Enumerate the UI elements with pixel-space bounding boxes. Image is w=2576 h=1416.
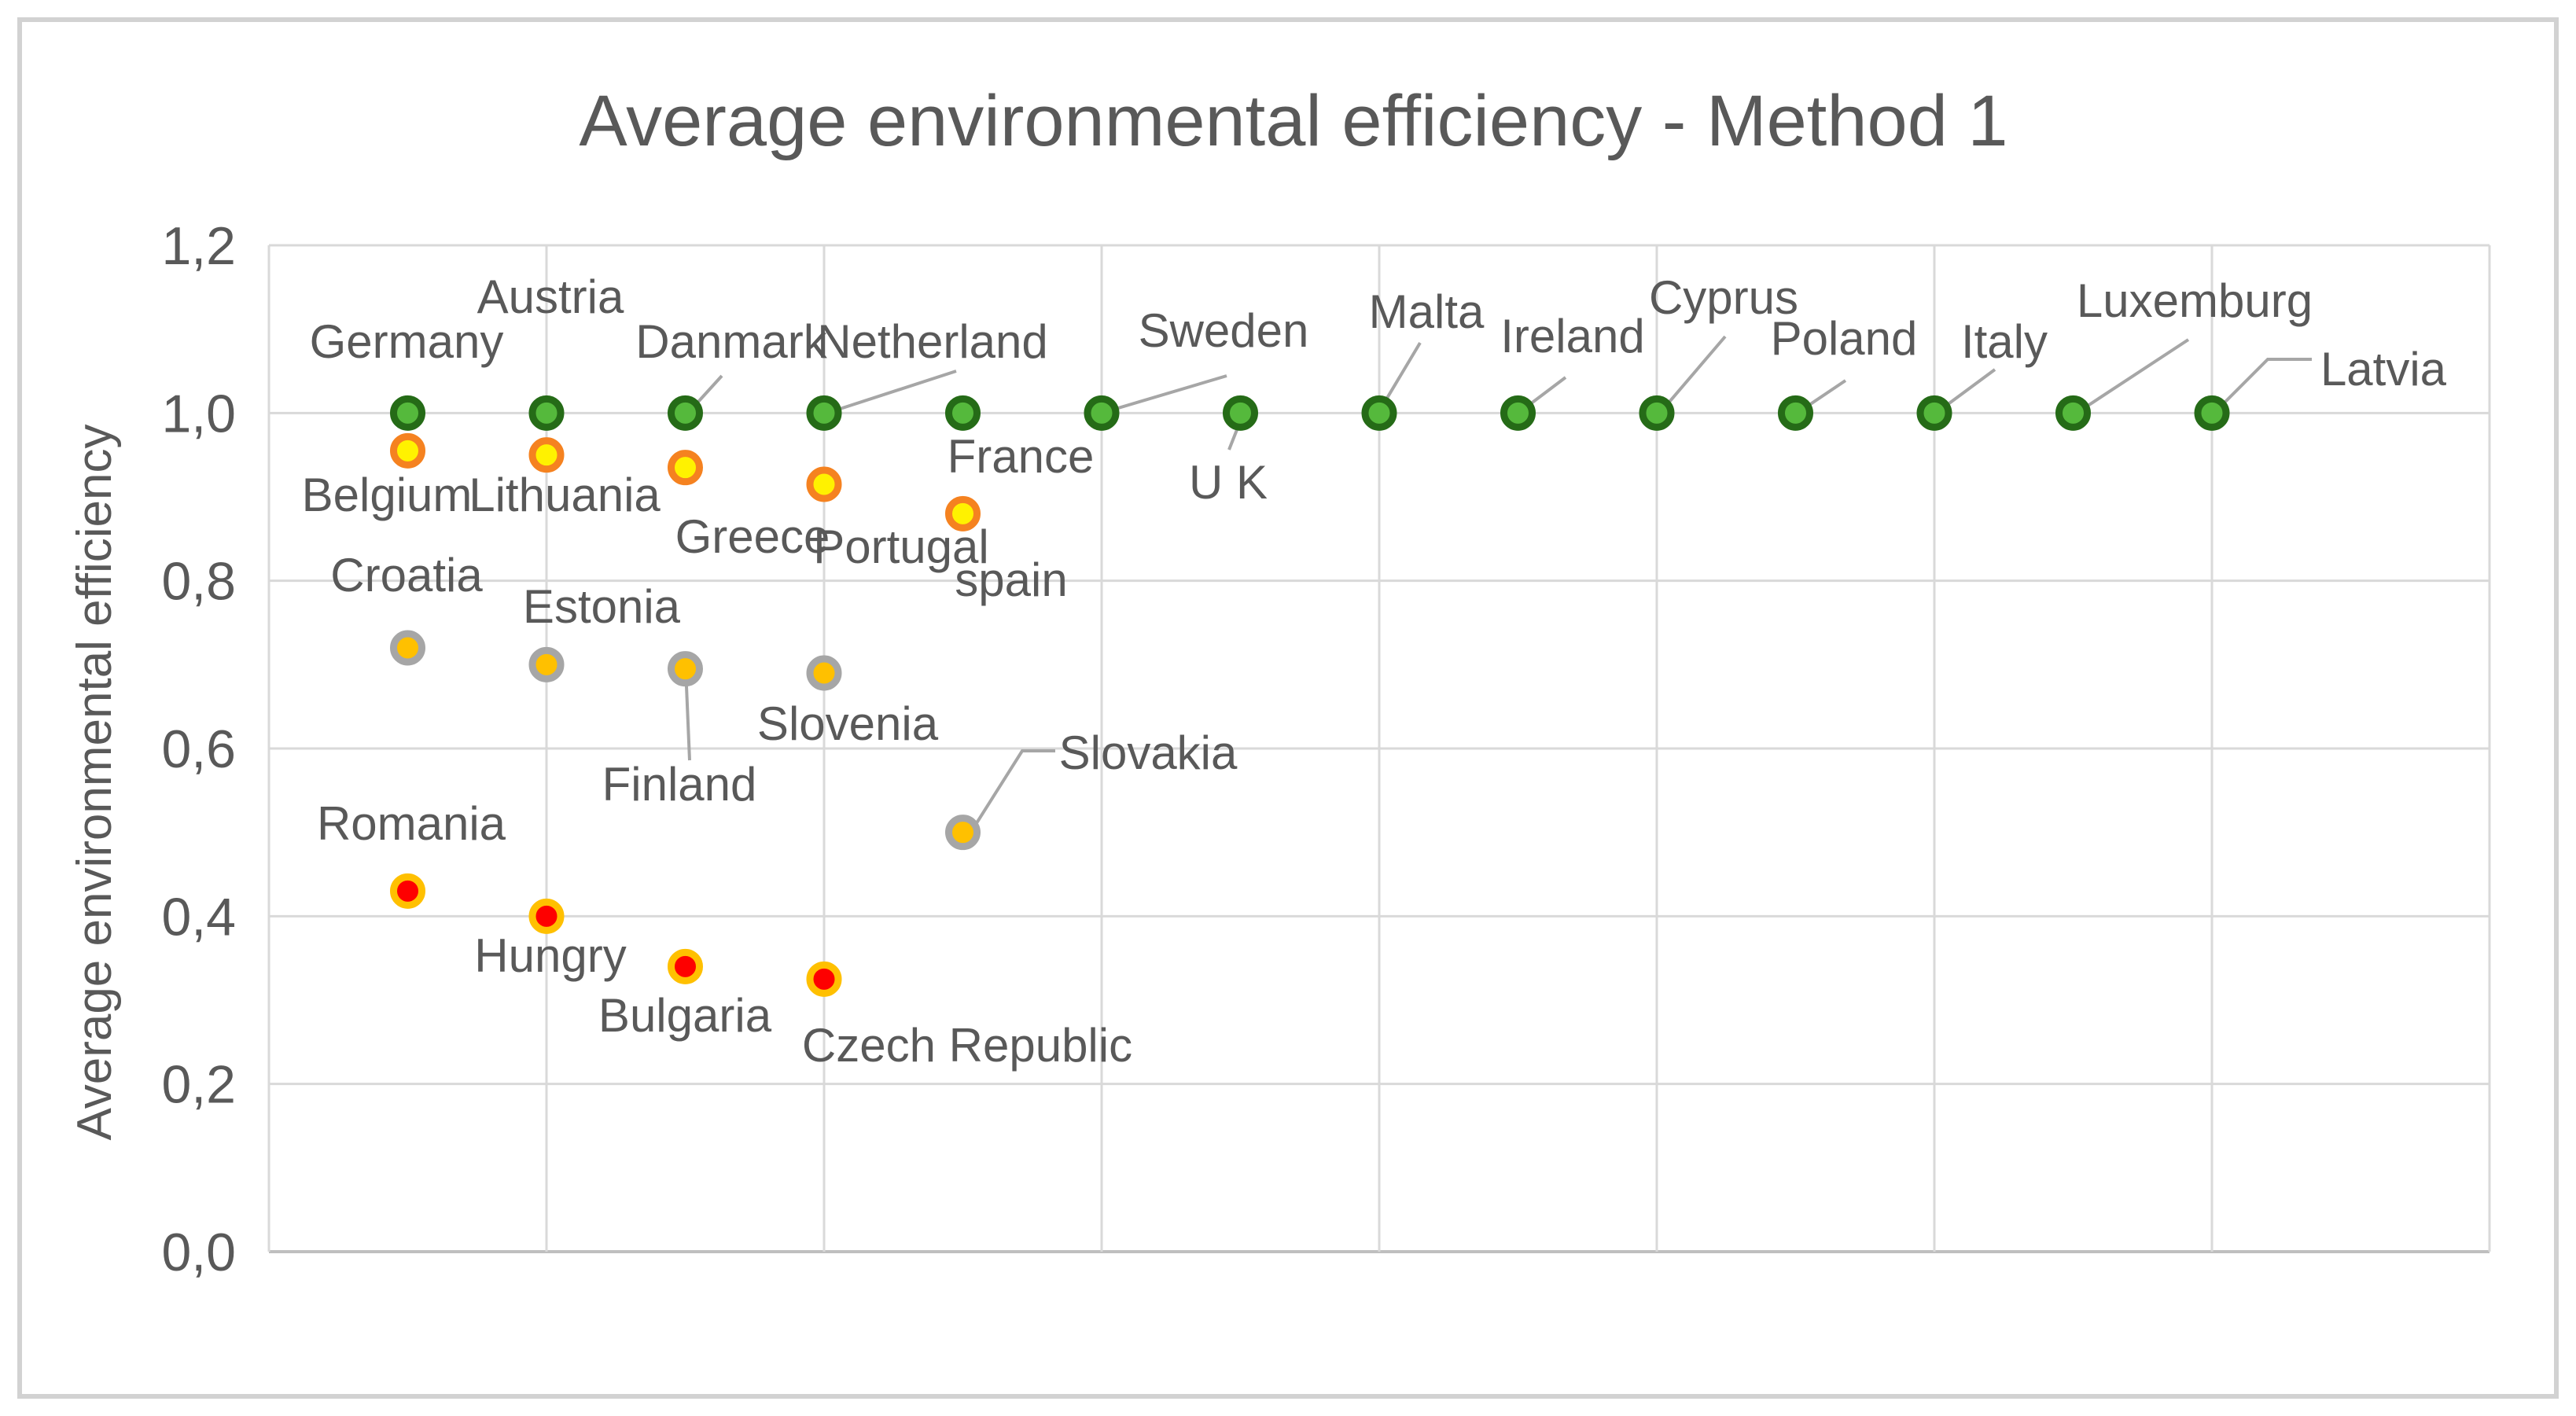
marker-slovakia[interactable] (945, 815, 981, 851)
label-czech-republic: Czech Republic (802, 1019, 1132, 1072)
label-croatia: Croatia (330, 549, 483, 601)
y-axis-title: Average environmental efficiency (68, 424, 122, 1140)
marker-greece[interactable] (668, 450, 703, 486)
marker-poland[interactable] (1778, 395, 1813, 431)
marker-hungry[interactable] (528, 898, 565, 934)
marker-belgium[interactable] (390, 432, 425, 469)
marker-lithuania[interactable] (528, 437, 565, 473)
label-lithuania: Lithuania (469, 469, 661, 521)
marker-u-k[interactable] (1223, 395, 1258, 431)
y-tick-label-0-8: 0,8 (161, 552, 236, 612)
label-bulgaria: Bulgaria (598, 989, 772, 1042)
label-danmark: Danmark (635, 315, 827, 368)
leader-line-netherland (823, 370, 957, 415)
y-axis-tick-labels: 1,2 1,0 0,8 0,6 0,4 0,2 0,0 (161, 216, 236, 1282)
label-netherland: Netherland (817, 315, 1048, 368)
marker-finland[interactable] (668, 651, 703, 687)
marker-estonia[interactable] (528, 646, 565, 682)
label-luxemburg: Luxemburg (2077, 274, 2313, 327)
marker-sweden[interactable] (1084, 395, 1120, 431)
label-portugal: Portugal (813, 520, 988, 573)
marker-luxemburg[interactable] (2055, 395, 2091, 431)
label-belgium: Belgium (302, 469, 473, 521)
leader-line-sweden (1101, 374, 1227, 415)
marker-italy[interactable] (1916, 395, 1952, 431)
figure-border (17, 17, 2559, 1399)
label-spain: spain (955, 554, 1067, 606)
marker-spain[interactable] (945, 495, 981, 531)
marker-austria[interactable] (528, 395, 565, 431)
marker-latvia[interactable] (2194, 395, 2230, 431)
chart-title: Average environmental efficiency - Metho… (579, 81, 2007, 161)
y-tick-label-0-4: 0,4 (161, 887, 236, 947)
label-italy: Italy (1961, 315, 2048, 368)
marker-romania[interactable] (390, 873, 425, 909)
label-malta: Malta (1369, 285, 1485, 338)
y-tick-label-0-0: 0,0 (161, 1223, 236, 1282)
label-greece: Greece (675, 510, 830, 563)
marker-bulgaria[interactable] (668, 948, 703, 984)
y-tick-label-0-2: 0,2 (161, 1055, 236, 1115)
marker-portugal[interactable] (806, 466, 842, 502)
label-estonia: Estonia (523, 580, 681, 633)
data-points (390, 395, 2230, 997)
marker-malta[interactable] (1361, 395, 1397, 431)
marker-slovenia[interactable] (806, 655, 842, 691)
label-romania: Romania (317, 797, 506, 850)
label-cyprus: Cyprus (1649, 271, 1798, 324)
y-tick-label-0-6: 0,6 (161, 719, 236, 779)
marker-czech-republic[interactable] (806, 961, 842, 997)
label-slovenia: Slovenia (757, 697, 939, 750)
marker-danmark[interactable] (668, 395, 703, 431)
label-latvia: Latvia (2320, 343, 2447, 395)
label-austria: Austria (477, 270, 624, 323)
label-slovakia: Slovakia (1059, 726, 1238, 779)
label-hungry: Hungry (474, 929, 626, 982)
label-finland: Finland (602, 758, 757, 811)
y-tick-label-1-2: 1,2 (161, 216, 236, 276)
marker-germany[interactable] (390, 395, 425, 431)
leader-line-slovakia (962, 749, 1055, 834)
label-germany: Germany (310, 315, 504, 368)
y-tick-label-1-0: 1,0 (161, 384, 236, 443)
label-sweden: Sweden (1139, 304, 1309, 357)
marker-netherland[interactable] (806, 395, 842, 431)
marker-croatia[interactable] (390, 630, 425, 666)
label-ireland: Ireland (1500, 310, 1644, 362)
label-poland: Poland (1771, 312, 1918, 365)
marker-france[interactable] (945, 395, 981, 431)
label-u-k: U K (1189, 456, 1268, 509)
leader-line-luxemburg (2072, 338, 2190, 415)
marker-cyprus[interactable] (1639, 395, 1675, 431)
marker-ireland[interactable] (1500, 395, 1536, 431)
label-france: France (948, 430, 1095, 483)
